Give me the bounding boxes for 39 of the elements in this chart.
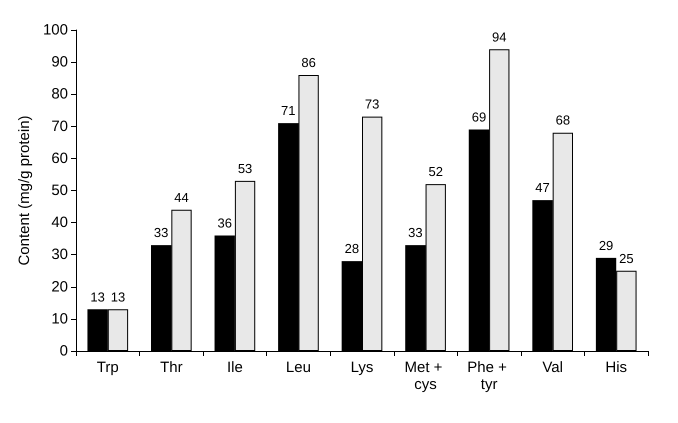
data-label: 68	[556, 112, 570, 128]
y-tick-label: 70	[51, 118, 68, 135]
x-tick-label: Phe + tyr	[467, 359, 512, 393]
x-tick-label: Trp	[96, 359, 119, 376]
x-tick-label: His	[605, 359, 628, 376]
y-tick-label: 60	[51, 150, 68, 167]
data-label: 36	[217, 215, 232, 230]
x-tick-label: Lys	[350, 359, 374, 376]
data-label: 33	[408, 225, 423, 240]
data-label: 29	[598, 238, 614, 253]
data-label: 33	[154, 225, 168, 240]
data-label: 73	[364, 96, 380, 112]
data-label: 13	[110, 289, 126, 304]
data-label: 52	[428, 164, 443, 180]
x-tick-label: Ile	[226, 359, 243, 376]
data-label: 71	[281, 103, 296, 118]
y-tick-label: 20	[51, 278, 68, 296]
data-label: 28	[344, 241, 360, 256]
x-tick-label: Leu	[286, 359, 311, 376]
data-label: 86	[301, 54, 316, 70]
x-tick-label: Met + cys	[404, 359, 447, 393]
y-tick-label: 100	[42, 22, 68, 38]
data-label: 47	[535, 180, 550, 196]
data-label: 53	[238, 160, 252, 176]
y-tick-label: 50	[51, 182, 68, 199]
data-label: 94	[492, 29, 507, 44]
x-tick-label: Val	[542, 359, 563, 376]
x-tick-label: Thr	[160, 359, 183, 376]
y-tick-label: 90	[51, 54, 68, 71]
data-label: 25	[619, 250, 634, 266]
data-label: 44	[174, 190, 189, 205]
y-axis-title: Content (mg/g protein)	[16, 115, 34, 266]
y-tick-label: 10	[51, 310, 68, 328]
y-tick-label: 30	[51, 246, 68, 264]
data-label: 13	[90, 289, 105, 304]
y-tick-label: 40	[51, 214, 68, 232]
y-tick-label: 80	[51, 86, 68, 103]
y-tick-label: 0	[60, 342, 68, 360]
data-label: 69	[472, 110, 486, 125]
